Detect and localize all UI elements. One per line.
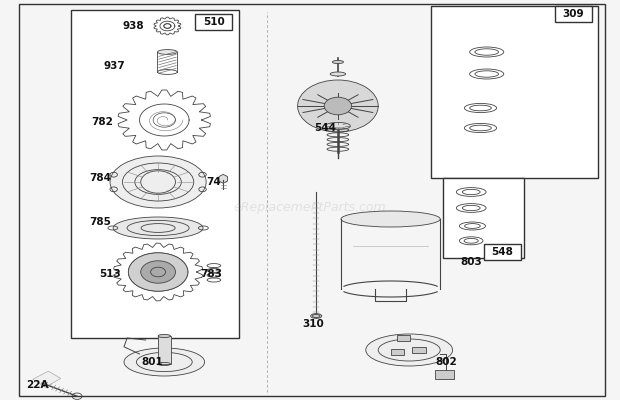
Text: 548: 548 — [491, 247, 513, 257]
Text: 22A: 22A — [26, 380, 48, 390]
Ellipse shape — [157, 50, 177, 54]
Bar — [412, 347, 426, 353]
Ellipse shape — [124, 348, 205, 376]
Bar — [484, 244, 521, 260]
Bar — [397, 335, 410, 341]
Text: 937: 937 — [104, 61, 126, 71]
Text: eReplacementParts.com: eReplacementParts.com — [234, 202, 386, 214]
Ellipse shape — [326, 122, 350, 130]
Ellipse shape — [158, 334, 170, 338]
Bar — [435, 370, 454, 379]
Text: 782: 782 — [91, 117, 113, 127]
Text: 74: 74 — [206, 177, 221, 187]
Text: 801: 801 — [141, 357, 163, 367]
Text: 513: 513 — [99, 269, 122, 279]
Bar — [431, 6, 598, 178]
Ellipse shape — [332, 60, 343, 64]
Text: 802: 802 — [435, 357, 458, 367]
Bar — [555, 6, 592, 22]
Circle shape — [128, 253, 188, 291]
Text: 510: 510 — [203, 17, 225, 27]
Ellipse shape — [330, 72, 346, 76]
Text: 803: 803 — [460, 257, 482, 267]
Bar — [195, 14, 232, 30]
Bar — [443, 178, 524, 258]
Text: 783: 783 — [200, 269, 222, 279]
Ellipse shape — [366, 334, 453, 366]
Bar — [71, 10, 239, 338]
Ellipse shape — [113, 217, 203, 239]
Text: 938: 938 — [123, 21, 144, 31]
Polygon shape — [33, 371, 61, 387]
Text: 784: 784 — [89, 173, 112, 183]
Ellipse shape — [110, 156, 206, 208]
Circle shape — [324, 97, 352, 115]
Ellipse shape — [311, 314, 322, 318]
Text: 785: 785 — [89, 217, 112, 227]
Bar — [391, 349, 404, 355]
Text: 309: 309 — [563, 9, 584, 19]
Circle shape — [141, 261, 175, 283]
Ellipse shape — [341, 211, 440, 227]
Ellipse shape — [157, 70, 177, 74]
Text: 544: 544 — [314, 123, 337, 133]
Polygon shape — [219, 174, 228, 183]
Circle shape — [298, 80, 378, 132]
Bar — [158, 336, 170, 364]
Text: 310: 310 — [302, 319, 324, 329]
